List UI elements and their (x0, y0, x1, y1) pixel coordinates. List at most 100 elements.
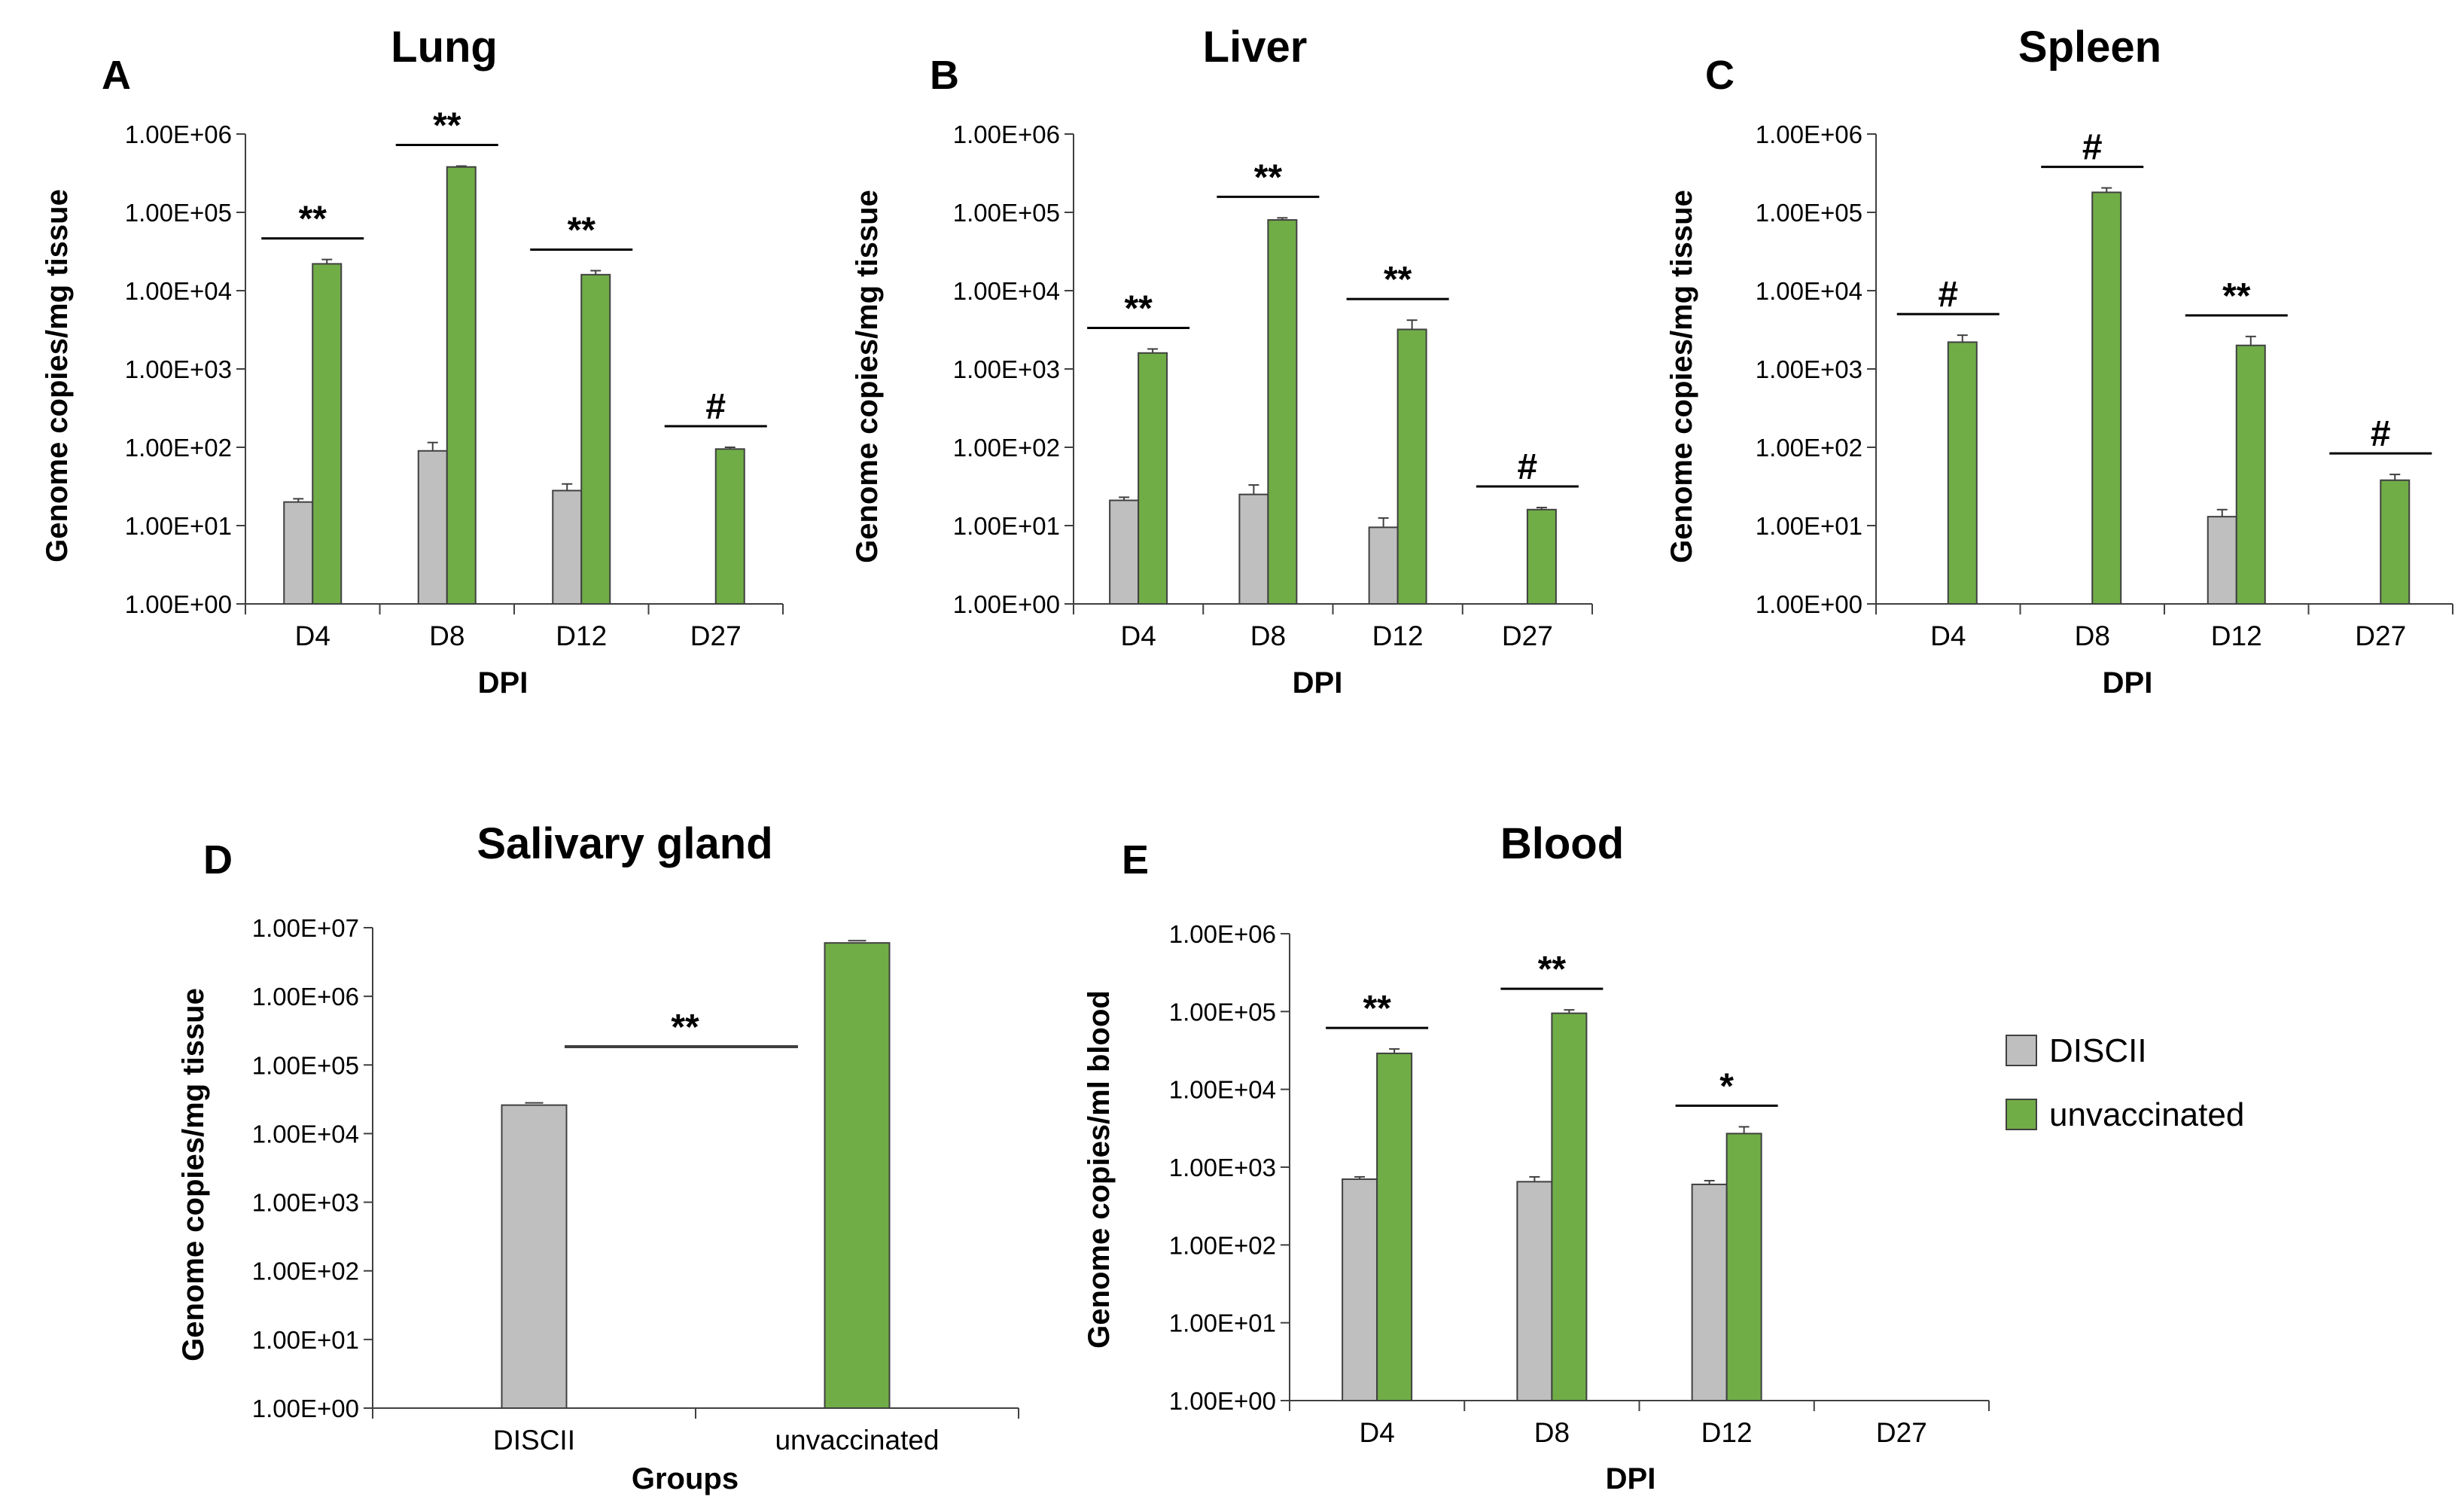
significance-marker: ** (1124, 288, 1153, 328)
y-tick-label: 1.00E+03 (125, 355, 232, 383)
panel-letter: D (203, 837, 233, 883)
bar-unvaccinated-d27 (714, 448, 745, 605)
y-tick-label: 1.00E+00 (953, 590, 1060, 618)
bar-unvaccinated-d8 (1551, 1012, 1588, 1401)
y-tick-label: 1.00E+04 (252, 1120, 359, 1148)
panel-letter: B (930, 53, 959, 98)
significance-marker: ** (568, 210, 596, 250)
significance-marker: ** (1384, 260, 1412, 300)
chart-title: Lung (391, 23, 498, 72)
y-tick-label: 1.00E+06 (1169, 920, 1276, 948)
y-tick-label: 1.00E+05 (125, 199, 232, 227)
chart-title: Salivary gland (477, 819, 772, 868)
significance-marker: * (1719, 1066, 1734, 1106)
y-tick-label: 1.00E+00 (1756, 590, 1862, 618)
bar-unvaccinated-d8 (446, 166, 477, 605)
x-tick-label: DISCII (493, 1425, 575, 1456)
bar-discii-d4 (283, 501, 314, 605)
x-axis-label: DPI (1606, 1462, 1656, 1495)
panel-letter: E (1122, 837, 1149, 883)
y-tick-label: 1.00E+04 (1169, 1076, 1276, 1104)
y-tick-label: 1.00E+00 (252, 1395, 359, 1422)
significance-marker: # (705, 387, 726, 427)
y-tick-label: 1.00E+06 (125, 120, 232, 148)
y-axis-label: Genome copies/mg tissue (1665, 190, 1698, 563)
x-tick-label: D27 (1876, 1417, 1927, 1448)
x-tick-label: D8 (1250, 620, 1286, 651)
bar-unvaccinated-d4 (1947, 341, 1978, 605)
x-tick-label: D4 (295, 620, 330, 651)
bar-unvaccinated-d4 (1376, 1052, 1413, 1401)
y-tick-label: 1.00E+02 (1756, 434, 1862, 462)
bar-discii-d8 (417, 450, 448, 605)
x-axis-label: Groups (632, 1462, 739, 1495)
y-tick-label: 1.00E+01 (953, 512, 1060, 540)
bar-unvaccinated-d4 (312, 263, 343, 605)
x-tick-label: D12 (1701, 1417, 1753, 1448)
legend-swatch-discii (2006, 1035, 2037, 1066)
y-tick-label: 1.00E+06 (252, 983, 359, 1011)
y-tick-label: 1.00E+00 (1169, 1387, 1276, 1415)
x-tick-label: D27 (2355, 620, 2406, 651)
chart-title: Liver (1203, 23, 1308, 72)
x-axis-label: DPI (1293, 666, 1343, 700)
bar-unvaccinated-d8 (1267, 219, 1298, 605)
y-tick-label: 1.00E+02 (1169, 1231, 1276, 1259)
significance-marker: ** (1254, 157, 1283, 197)
y-axis-label: Genome copies/mg tissue (851, 190, 884, 563)
significance-marker: ** (1538, 950, 1567, 989)
y-tick-label: 1.00E+05 (1756, 199, 1862, 227)
bar-unvaccinated-d12 (580, 273, 611, 605)
x-tick-label: D4 (1359, 1417, 1394, 1448)
panel-letter: A (102, 53, 131, 98)
y-tick-label: 1.00E+04 (125, 277, 232, 305)
x-tick-label: unvaccinated (775, 1425, 939, 1456)
bar-unvaccinated-d8 (2091, 191, 2122, 605)
x-tick-label: D12 (2211, 620, 2262, 651)
y-tick-label: 1.00E+02 (252, 1258, 359, 1285)
chart-title: Spleen (2018, 23, 2161, 72)
y-tick-label: 1.00E+01 (1169, 1309, 1276, 1337)
y-tick-label: 1.00E+01 (125, 512, 232, 540)
y-axis-label: Genome copies/ml blood (1083, 990, 1116, 1349)
x-axis-label: DPI (2103, 666, 2153, 700)
x-tick-label: D8 (1534, 1417, 1570, 1448)
bar-discii-d12 (2207, 516, 2237, 605)
bar-discii-d8 (1238, 493, 1269, 605)
y-tick-label: 1.00E+06 (953, 120, 1060, 148)
y-tick-label: 1.00E+05 (252, 1051, 359, 1079)
panel-salivary-gland: D Salivary gland Genome copies/mg tissue… (177, 819, 1019, 1495)
x-tick-label: D4 (1120, 620, 1156, 651)
x-tick-label: D4 (1930, 620, 1966, 651)
y-tick-label: 1.00E+01 (1756, 512, 1862, 540)
y-tick-label: 1.00E+05 (953, 199, 1060, 227)
y-tick-label: 1.00E+02 (953, 434, 1060, 462)
bar-unvaccinated-d12 (1725, 1133, 1762, 1402)
panel-lung: A Lung Genome copies/mg tissue DPI 1.00E… (41, 23, 784, 700)
x-tick-label: D27 (690, 620, 742, 651)
bar-discii (501, 1104, 568, 1409)
chart-title: Blood (1500, 819, 1624, 868)
significance-marker: # (1938, 275, 1958, 315)
bar-unvaccinated-d12 (2235, 344, 2266, 605)
bar-discii-d12 (1691, 1183, 1728, 1401)
x-tick-label: D12 (1372, 620, 1424, 651)
y-tick-label: 1.00E+04 (953, 277, 1060, 305)
bar-discii-d12 (1368, 526, 1399, 605)
significance-marker: # (2082, 128, 2103, 168)
y-tick-label: 1.00E+06 (1756, 120, 1862, 148)
bar-unvaccinated-d12 (1396, 328, 1427, 605)
y-tick-label: 1.00E+07 (252, 914, 359, 942)
bar-unvaccinated-d27 (2380, 479, 2411, 605)
significance-marker: ** (671, 1008, 699, 1047)
significance-marker: ** (299, 200, 327, 239)
significance-marker: # (2371, 414, 2391, 454)
y-tick-label: 1.00E+03 (252, 1189, 359, 1217)
significance-marker: ** (2222, 276, 2251, 316)
legend-label-unvaccinated: unvaccinated (2049, 1096, 2244, 1133)
bar-discii-d4 (1109, 499, 1140, 605)
bar-discii-d4 (1342, 1178, 1378, 1402)
y-tick-label: 1.00E+02 (125, 434, 232, 462)
y-tick-label: 1.00E+05 (1169, 998, 1276, 1026)
